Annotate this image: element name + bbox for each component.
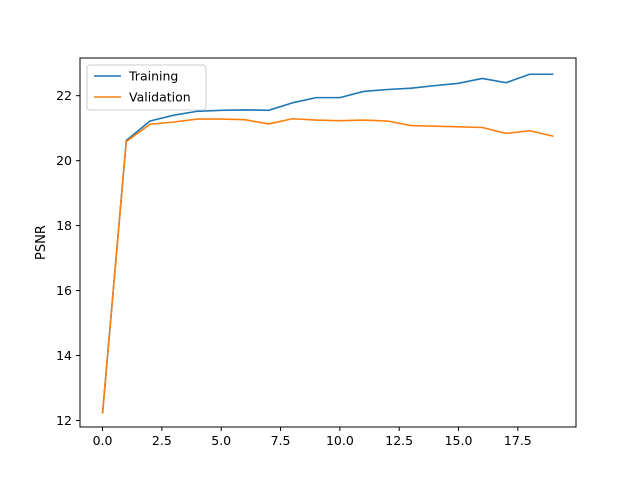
x-tick-label: 0.0 — [93, 433, 113, 448]
x-tick-label: 10.0 — [326, 433, 354, 448]
series-line-validation — [101, 117, 554, 414]
plot-frame — [79, 57, 577, 428]
y-axis-label: PSNR — [34, 225, 49, 260]
x-tick-label: 17.5 — [504, 433, 532, 448]
x-tick-label: 15.0 — [445, 433, 473, 448]
legend-label: Validation — [129, 90, 191, 105]
series-line-training — [101, 73, 554, 414]
y-tick-label: 18 — [56, 218, 72, 233]
x-tick-label: 7.5 — [271, 433, 291, 448]
plot-lines — [101, 73, 554, 414]
x-tick-label: 5.0 — [211, 433, 231, 448]
y-axis: 12 14 16 18 20 22 — [56, 88, 80, 428]
x-tick-label: 2.5 — [152, 433, 172, 448]
y-tick-label: 12 — [56, 413, 72, 428]
y-tick-label: 16 — [56, 283, 72, 298]
legend: Training Validation — [86, 64, 207, 111]
y-tick-label: 14 — [56, 348, 72, 363]
y-tick-label: 20 — [56, 153, 72, 168]
x-axis: 0.0 2.5 5.0 7.5 10.0 12.5 15.0 17.5 — [93, 427, 532, 448]
y-tick-label: 22 — [56, 88, 72, 103]
legend-label: Training — [128, 69, 178, 84]
x-tick-label: 12.5 — [385, 433, 413, 448]
